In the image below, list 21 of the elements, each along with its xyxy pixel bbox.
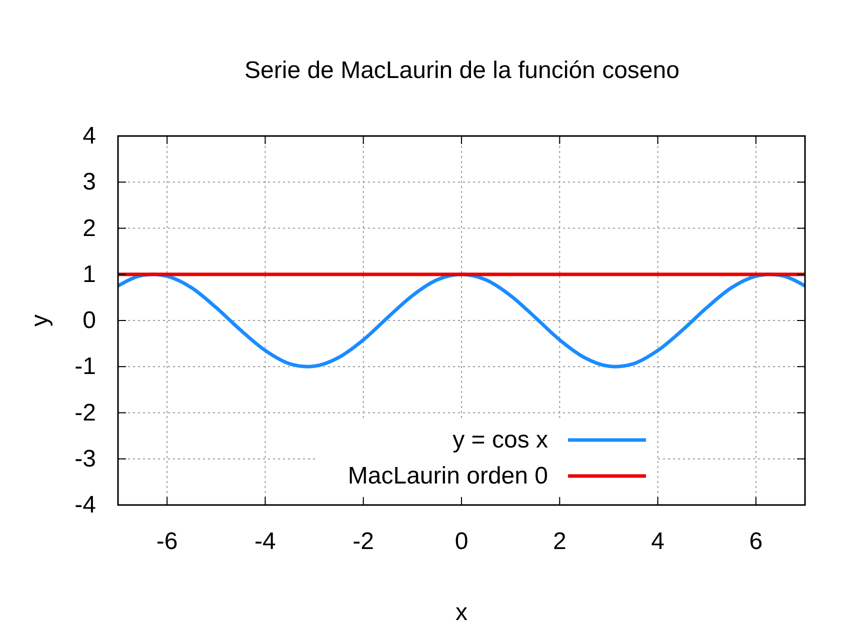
x-tick-label: -6 [156,528,178,555]
legend-label: MacLaurin orden 0 [348,462,548,490]
y-tick-label: 1 [82,260,96,288]
y-axis-title: y [26,314,54,326]
x-tick-label: 0 [454,528,468,555]
y-tick-label: -4 [74,492,96,518]
y-tick-label: -1 [74,353,96,380]
x-tick-label: -2 [352,528,374,555]
y-tick-label: 2 [82,214,96,242]
y-tick-label: 3 [82,168,96,196]
x-tick-label: 4 [651,528,664,555]
x-axis-title: x [456,599,468,626]
y-tick-label: -2 [74,399,96,426]
legend-label: y = cos x [452,426,548,454]
y-tick-label: 4 [82,122,96,150]
y-tick-label: -3 [74,445,96,472]
chart-title: Serie de MacLaurin de la función coseno [244,57,680,84]
x-tick-label: 6 [749,528,763,555]
x-tick-label: 2 [552,528,566,555]
x-tick-label: -4 [254,528,276,555]
y-tick-label: 0 [82,307,96,334]
